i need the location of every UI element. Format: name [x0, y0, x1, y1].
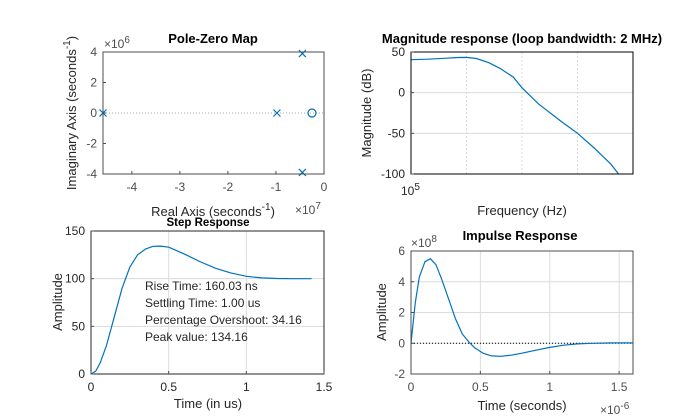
impulse-x-multiplier: ×10-6	[600, 401, 630, 417]
magnitude-axes-box	[410, 51, 634, 175]
y-tick-label: -2	[86, 137, 97, 151]
pole-zero-x-multiplier: ×107	[295, 201, 321, 217]
x-tick-label: 0.5	[472, 380, 489, 394]
impulse-y-multiplier: ×108	[411, 234, 437, 250]
step-response-panel: Step Response 0 0.5 1 1.5 0 50 100 150 Rise Ti…	[50, 217, 333, 411]
y-tick-label: 50	[392, 45, 406, 59]
y-tick-label: -2	[394, 367, 405, 381]
step-series-line	[90, 245, 312, 375]
step-settling-time: Settling Time: 1.00 us	[145, 296, 260, 310]
pole-zero-y-multiplier: ×106	[104, 35, 130, 51]
zero-marker	[307, 108, 317, 118]
pole-marker-stroke	[298, 168, 307, 177]
pole-marker-stroke	[272, 109, 281, 117]
impulse-ylabel: Amplitude	[374, 283, 389, 341]
y-tick-label: 50	[72, 319, 86, 333]
y-tick-label: 6	[398, 244, 405, 258]
x-tick-label: 1	[546, 380, 553, 394]
y-tick-label: 2	[398, 306, 405, 320]
pole-zero-title: Pole-Zero Map	[168, 31, 258, 46]
step-overshoot: Percentage Overshoot: 34.16	[145, 313, 302, 327]
step-ylabel: Amplitude	[50, 273, 65, 331]
step-axes-box	[90, 230, 325, 375]
step-peak-value: Peak value: 134.16	[145, 330, 248, 344]
y-tick-label: 4	[90, 45, 97, 59]
magnitude-xtick-label: 105	[401, 182, 420, 198]
pole-marker	[272, 109, 281, 117]
magnitude-ylabel: Magnitude (dB)	[359, 69, 374, 158]
y-tick-label: -50	[388, 126, 406, 140]
pole-marker	[298, 168, 307, 177]
y-tick-label: 0	[398, 86, 405, 100]
y-tick-label: 100	[65, 272, 85, 286]
step-xlabel: Time (in us)	[174, 396, 242, 411]
magnitude-series-line	[410, 56, 620, 175]
magnitude-title: Magnitude response (loop bandwidth: 2 MH…	[382, 31, 662, 46]
y-tick-label: 2	[90, 76, 97, 90]
impulse-title: Impulse Response	[463, 228, 578, 243]
pole-zero-ylabel: Imaginary Axis (seconds-1)	[62, 36, 79, 190]
y-tick-label: 0	[78, 367, 85, 381]
x-tick-label: 0	[321, 180, 328, 194]
impulse-xlabel: Time (seconds)	[477, 398, 566, 413]
magnitude-xlabel: Frequency (Hz)	[477, 203, 567, 218]
step-rise-time: Rise Time: 160.03 ns	[145, 279, 258, 293]
x-tick-label: 0.5	[160, 380, 177, 394]
pole-marker	[298, 49, 307, 58]
y-tick-label: -4	[86, 167, 97, 181]
x-tick-label: 1.5	[611, 380, 628, 394]
pole-zero-map-panel: Pole-Zero Map -4 -3 -2 -1 0 -4 -2 0 2 4 ×106 ×10…	[62, 31, 328, 219]
x-tick-label: -3	[175, 180, 186, 194]
x-tick-label: 1.5	[316, 380, 333, 394]
magnitude-response-panel: Magnitude response (loop bandwidth: 2 MH…	[359, 31, 662, 218]
y-tick-label: -100	[381, 167, 405, 181]
y-tick-label: 4	[398, 275, 405, 289]
step-title: Step Response	[166, 217, 249, 229]
pole-zero-xlabel: Real Axis (seconds-1)	[151, 202, 275, 219]
y-tick-label: 0	[398, 336, 405, 350]
x-tick-label: -4	[126, 180, 137, 194]
x-tick-label: -2	[223, 180, 234, 194]
impulse-series-line	[410, 258, 633, 357]
y-tick-label: 0	[90, 106, 97, 120]
pole-marker-stroke	[298, 49, 307, 58]
y-tick-label: 150	[65, 224, 85, 238]
x-tick-label: 0	[408, 380, 415, 394]
x-tick-label: -1	[271, 180, 282, 194]
x-tick-label: 1	[243, 380, 250, 394]
step-annotation-box: Rise Time: 160.03 ns Settling Time: 1.00…	[145, 279, 302, 344]
x-tick-label: 0	[88, 380, 95, 394]
